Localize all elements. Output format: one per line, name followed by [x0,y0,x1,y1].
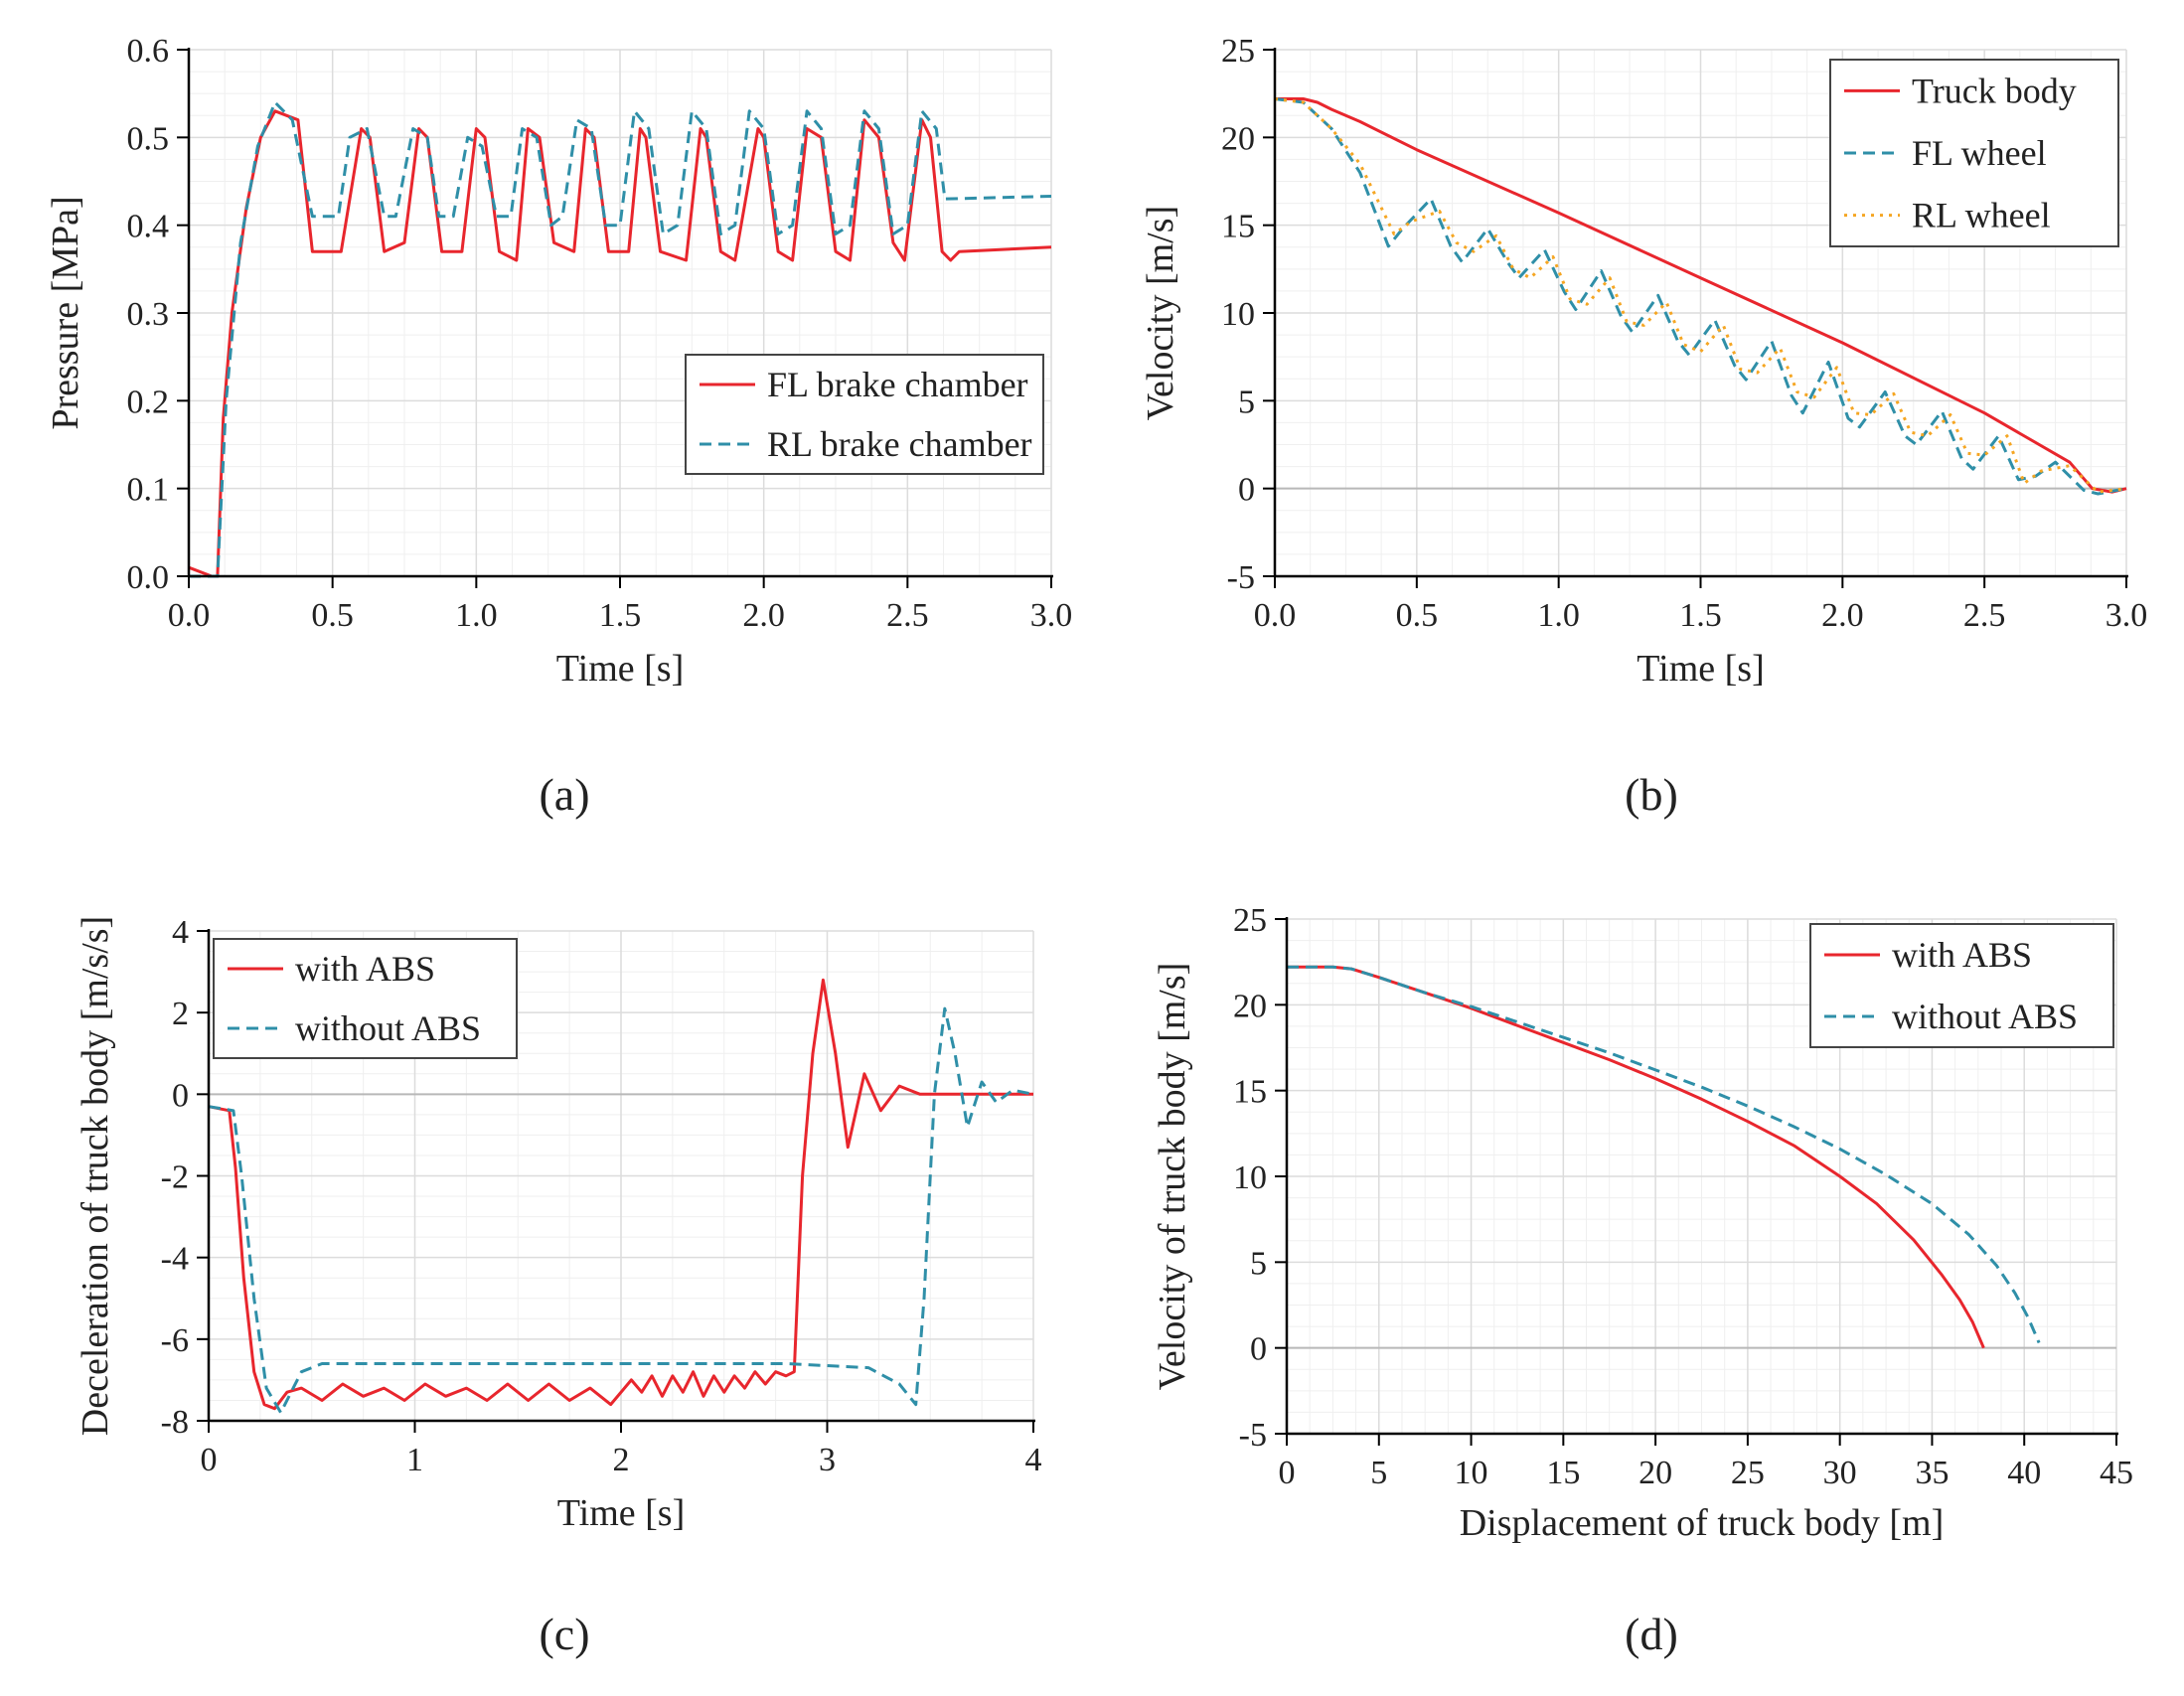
y-axis-label: Pressure [MPa] [45,196,86,429]
x-tick-label: 2.0 [742,597,785,634]
y-tick-label: 5 [1238,384,1255,420]
legend-label: FL brake chamber [767,365,1028,404]
y-tick-label: 4 [172,914,189,951]
y-tick-label: 0 [172,1077,189,1114]
legend-label: FL wheel [1912,133,2047,173]
panel-d: 0 5 10 15 20 25 30 35 40 45 -5 0 5 10 15 20 25 Displaceme… [1152,902,2133,1659]
x-tick-label: 0.5 [311,597,354,634]
x-axis-label: Time [s] [557,1492,685,1534]
y-tick-label: 20 [1233,988,1267,1024]
y-tick-label: 15 [1233,1074,1267,1111]
panel-caption: (d) [1625,1609,1678,1659]
x-axis-label: Displacement of truck body [m] [1460,1502,1945,1544]
y-tick-label: 0.4 [127,209,170,245]
x-tick-label: 0.5 [1396,597,1439,634]
legend-c: with ABS without ABS [214,939,517,1058]
x-tick-label: 0 [1279,1455,1296,1491]
x-tick-label: 1.0 [455,597,498,634]
panel-c: 0 1 2 3 4 -8 -6 -4 -2 0 2 4 Time [s] Deceleration of … [75,914,1042,1659]
y-axis-label: Velocity of truck body [m/s] [1152,963,1193,1391]
x-tick-label: 15 [1546,1455,1580,1491]
y-tick-label: 0.2 [127,384,170,420]
x-tick-label: 2.5 [886,597,929,634]
x-tick-label: 20 [1638,1455,1672,1491]
y-tick-label: 25 [1221,33,1255,70]
legend-label: without ABS [295,1008,481,1048]
legend-label: Truck body [1912,71,2077,110]
x-tick-label: 1.0 [1537,597,1580,634]
y-tick-label: -5 [1239,1417,1267,1454]
x-tick-label: 0.0 [168,597,211,634]
panel-caption: (a) [539,769,589,820]
x-tick-label: 2.5 [1963,597,2006,634]
x-tick-label: 10 [1455,1455,1488,1491]
x-tick-label: 1 [406,1442,423,1478]
x-tick-label: 40 [2007,1455,2041,1491]
legend-label: RL brake chamber [767,424,1032,464]
x-tick-label: 2.0 [1821,597,1864,634]
x-tick-label: 35 [1915,1455,1949,1491]
x-tick-label: 3 [819,1442,836,1478]
y-tick-label: 20 [1221,120,1255,157]
y-tick-label: -6 [161,1322,189,1359]
y-axis-label: Velocity [m/s] [1140,206,1181,420]
legend-d: with ABS without ABS [1810,924,2113,1047]
x-tick-label: 3.0 [2106,597,2148,634]
x-tick-label: 30 [1823,1455,1857,1491]
y-tick-label: -5 [1227,559,1255,596]
y-tick-label: 0.1 [127,472,170,509]
y-tick-label: 0.5 [127,120,170,157]
panel-caption: (b) [1625,769,1678,820]
y-tick-label: 0 [1250,1331,1267,1368]
x-axis-label: Time [s] [556,648,684,690]
y-tick-label: -4 [161,1241,189,1278]
y-tick-label: -2 [161,1159,189,1196]
legend-label: with ABS [1892,935,2032,975]
y-tick-label: 0.3 [127,296,170,333]
x-tick-label: 5 [1370,1455,1387,1491]
y-tick-label: 0.6 [127,33,170,70]
x-tick-label: 0 [201,1442,218,1478]
y-tick-label: 10 [1221,296,1255,333]
panel-caption: (c) [539,1609,589,1659]
x-tick-label: 2 [613,1442,630,1478]
legend-a: FL brake chamber RL brake chamber [686,355,1043,474]
y-tick-label: 25 [1233,902,1267,939]
x-tick-label: 0.0 [1254,597,1297,634]
legend-label: RL wheel [1912,196,2051,235]
x-tick-label: 4 [1025,1442,1042,1478]
y-tick-label: 10 [1233,1159,1267,1196]
y-tick-label: 0.0 [127,559,170,596]
y-tick-label: 15 [1221,209,1255,245]
y-tick-label: 2 [172,996,189,1032]
x-tick-label: 25 [1731,1455,1765,1491]
panel-b: 0.0 0.5 1.0 1.5 2.0 2.5 3.0 -5 0 5 10 15 20 25 Time [s… [1140,33,2147,820]
x-tick-label: 45 [2100,1455,2133,1491]
legend-label: without ABS [1892,997,2078,1036]
y-tick-label: 0 [1238,472,1255,509]
x-tick-label: 1.5 [599,597,642,634]
x-tick-label: 1.5 [1679,597,1722,634]
figure: 0.0 0.5 1.0 1.5 2.0 2.5 3.00.00.10.20.30.40.50… [0,0,2184,1696]
x-tick-label: 3.0 [1030,597,1073,634]
y-tick-label: 5 [1250,1245,1267,1282]
y-tick-label: -8 [161,1404,189,1441]
x-axis-label: Time [s] [1637,648,1764,690]
legend-label: with ABS [295,949,435,989]
y-axis-label: Deceleration of truck body [m/s/s] [75,916,116,1436]
panel-a: 0.0 0.5 1.0 1.5 2.0 2.5 3.0 0.0 0.1 0.2 0.3 0.4 0.5 0… [45,33,1072,820]
legend-b: Truck body FL wheel RL wheel [1830,60,2118,246]
